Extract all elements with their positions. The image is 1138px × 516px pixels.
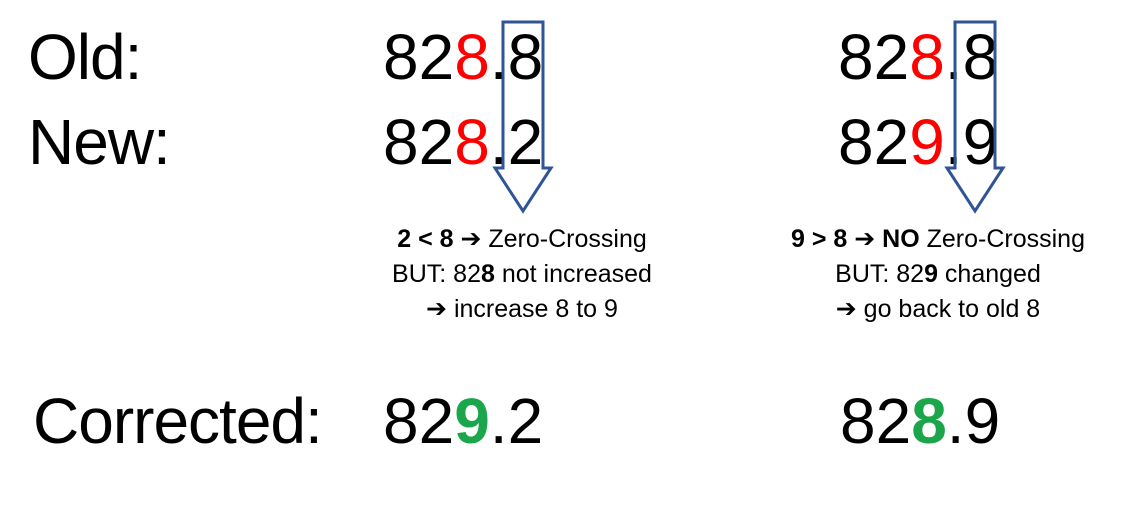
corrected-value-left: 829.2 — [383, 389, 543, 453]
digits-pre: 82 — [383, 21, 455, 93]
note-bold-digit: 8 — [480, 260, 495, 288]
digits-post: .9 — [946, 385, 1001, 457]
note-regular-text: BUT: 82 — [835, 260, 925, 288]
note-bold-text: 9 > 8 ➔ NO — [791, 225, 920, 253]
note-left: 2 < 8 ➔ Zero-Crossing BUT: 828 not incre… — [352, 222, 692, 327]
new-label: New: — [28, 106, 171, 178]
highlight-digit-red: 8 — [909, 21, 945, 93]
note-left-line3: ➔ increase 8 to 9 — [352, 292, 692, 327]
new-value-right: 829.9 — [838, 110, 998, 174]
note-regular-text: go back to old 8 — [856, 295, 1041, 323]
highlight-digit-red: 8 — [454, 21, 490, 93]
new-value-left: 828.2 — [383, 110, 543, 174]
note-regular-text: not increased — [494, 260, 652, 288]
note-right: 9 > 8 ➔ NO Zero-Crossing BUT: 829 change… — [758, 222, 1118, 327]
digits-post: .9 — [944, 106, 999, 178]
note-right-line1: 9 > 8 ➔ NO Zero-Crossing — [758, 222, 1118, 257]
digits-pre: 82 — [840, 385, 912, 457]
right-arrow-glyph-icon: ➔ — [835, 295, 857, 323]
digits-pre: 82 — [838, 106, 910, 178]
note-regular-text: changed — [937, 260, 1041, 288]
note-regular-text: Zero-Crossing — [481, 225, 647, 253]
highlight-digit-red: 8 — [454, 106, 490, 178]
corrected-label: Corrected: — [33, 385, 323, 457]
digits-post: .8 — [489, 21, 544, 93]
old-label: Old: — [28, 21, 142, 93]
note-left-line2: BUT: 828 not increased — [352, 257, 692, 292]
note-left-line1: 2 < 8 ➔ Zero-Crossing — [352, 222, 692, 257]
digits-post: .2 — [489, 385, 544, 457]
digits-pre: 82 — [383, 106, 455, 178]
digits-pre: 82 — [383, 385, 455, 457]
note-right-line2: BUT: 829 changed — [758, 257, 1118, 292]
digits-post: .2 — [489, 106, 544, 178]
digits-post: .8 — [944, 21, 999, 93]
old-value-left: 828.8 — [383, 25, 543, 89]
note-bold-digit: 9 — [924, 260, 938, 288]
highlight-digit-green: 8 — [911, 385, 947, 457]
note-regular-text: Zero-Crossing — [919, 225, 1085, 253]
note-regular-text: BUT: 82 — [392, 260, 481, 288]
old-value-right: 828.8 — [838, 25, 998, 89]
note-right-line3: ➔ go back to old 8 — [758, 292, 1118, 327]
note-regular-text: increase 8 to 9 — [447, 295, 618, 323]
note-bold-text: 2 < 8 ➔ — [397, 225, 482, 253]
highlight-digit-green: 9 — [454, 385, 490, 457]
digits-pre: 82 — [838, 21, 910, 93]
right-arrow-glyph-icon: ➔ — [426, 295, 447, 323]
corrected-value-right: 828.9 — [840, 389, 1000, 453]
highlight-digit-red: 9 — [909, 106, 945, 178]
